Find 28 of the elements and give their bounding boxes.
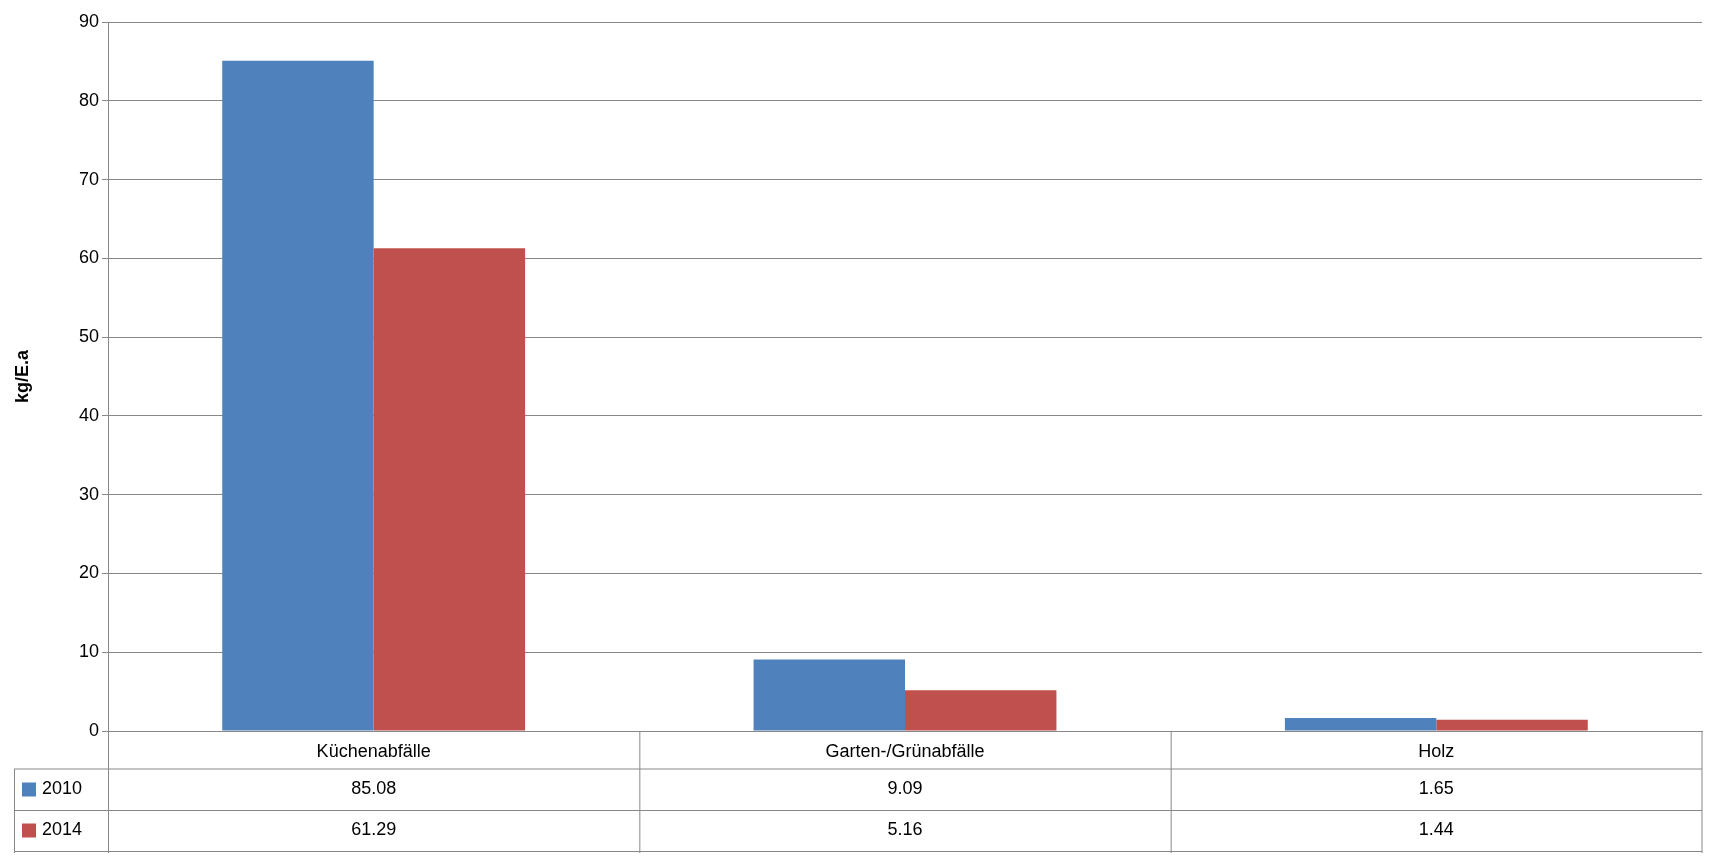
y-tick-label: 50 bbox=[78, 326, 99, 347]
x-tick-label: Garten-/Grünabfälle bbox=[825, 740, 985, 761]
data-label: 9.09 bbox=[887, 778, 923, 799]
x-tick-label: Holz bbox=[1418, 740, 1455, 761]
legend-label: 2010 bbox=[42, 778, 83, 799]
y-tick-label: 0 bbox=[88, 719, 99, 740]
y-tick-label: 70 bbox=[78, 168, 99, 189]
bar bbox=[222, 60, 374, 731]
y-tick-label: 10 bbox=[78, 641, 99, 662]
y-tick-label: 90 bbox=[78, 10, 99, 31]
bar bbox=[1284, 718, 1437, 731]
data-label: 1.65 bbox=[1418, 778, 1454, 799]
data-label: 1.44 bbox=[1418, 819, 1454, 840]
y-tick-label: 30 bbox=[78, 483, 99, 504]
bar bbox=[1436, 719, 1588, 731]
x-tick-label: Küchenabfälle bbox=[316, 740, 431, 761]
y-tick-label: 80 bbox=[78, 89, 99, 110]
bar bbox=[753, 659, 905, 731]
bar bbox=[373, 248, 526, 731]
legend-label: 2014 bbox=[42, 819, 83, 840]
y-tick-label: 40 bbox=[78, 404, 99, 425]
data-label: 85.08 bbox=[351, 778, 397, 799]
y-tick-label: 20 bbox=[78, 562, 99, 583]
data-label: 5.16 bbox=[887, 819, 923, 840]
bar bbox=[905, 690, 1057, 731]
y-axis-title: kg/E.a bbox=[11, 349, 32, 404]
y-tick-label: 60 bbox=[78, 247, 99, 268]
data-label: 61.29 bbox=[351, 819, 397, 840]
